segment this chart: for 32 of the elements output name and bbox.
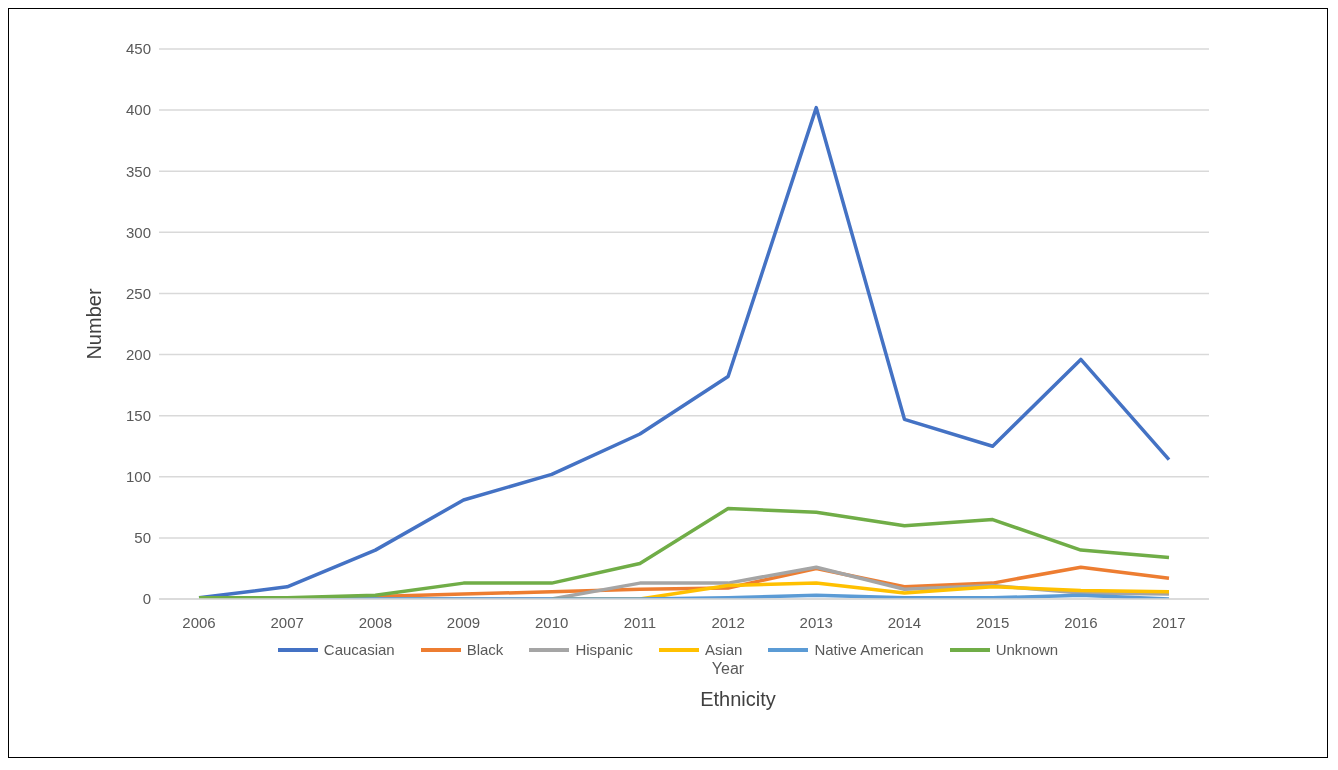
legend-title: Ethnicity xyxy=(699,688,777,711)
x-axis-title: Year xyxy=(710,660,746,678)
x-tick-label: 2006 xyxy=(182,613,216,631)
legend-label: Hispanic xyxy=(575,641,633,658)
legend-label: Unknown xyxy=(995,641,1059,658)
legend-label: Native American xyxy=(814,641,924,658)
y-tick-label: 450 xyxy=(125,40,151,58)
y-tick-label: 150 xyxy=(125,406,151,424)
y-tick-label: 250 xyxy=(125,284,151,302)
x-tick-label: 2012 xyxy=(711,613,745,631)
y-tick-label: 100 xyxy=(125,468,151,486)
x-tick-label: 2011 xyxy=(623,613,657,631)
legend-label: Black xyxy=(466,641,504,658)
legend-label: Asian xyxy=(704,641,743,658)
y-tick-label: 50 xyxy=(134,529,151,547)
y-tick-label: 200 xyxy=(125,345,151,363)
y-tick-label: 300 xyxy=(125,223,151,241)
y-tick-label: 0 xyxy=(142,590,151,608)
x-tick-label: 2016 xyxy=(1064,613,1098,631)
x-tick-label: 2017 xyxy=(1152,613,1186,631)
y-tick-label: 400 xyxy=(125,101,151,119)
y-tick-label: 350 xyxy=(125,162,151,180)
legend-label: Caucasian xyxy=(323,641,395,658)
x-tick-label: 2015 xyxy=(975,613,1010,631)
x-tick-label: 2009 xyxy=(446,613,481,631)
x-tick-label: 2007 xyxy=(270,613,304,631)
x-tick-label: 2013 xyxy=(799,613,833,631)
y-axis-title: Number xyxy=(83,288,106,360)
x-tick-label: 2008 xyxy=(358,613,393,631)
x-tick-label: 2010 xyxy=(535,613,569,631)
x-tick-label: 2014 xyxy=(887,613,922,631)
line-series xyxy=(197,506,1171,599)
